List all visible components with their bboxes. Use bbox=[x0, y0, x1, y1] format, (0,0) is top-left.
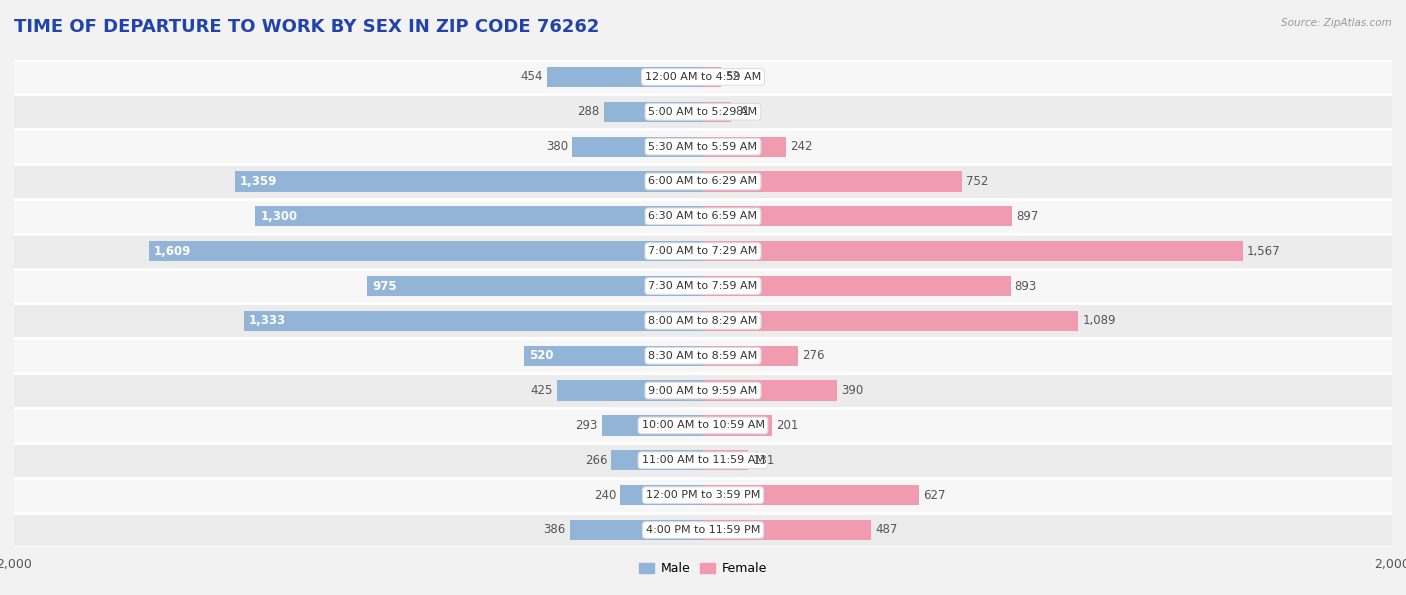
Bar bbox=[603, 102, 703, 122]
Bar bbox=[14, 443, 1392, 478]
Text: 1,300: 1,300 bbox=[260, 210, 298, 223]
Text: 893: 893 bbox=[1015, 280, 1038, 293]
Text: 425: 425 bbox=[530, 384, 553, 397]
Bar bbox=[703, 346, 799, 366]
Bar bbox=[703, 415, 772, 436]
Bar bbox=[14, 512, 1392, 547]
Text: Source: ZipAtlas.com: Source: ZipAtlas.com bbox=[1281, 18, 1392, 28]
Bar bbox=[703, 102, 731, 122]
Bar bbox=[235, 171, 703, 192]
Text: 5:00 AM to 5:29 AM: 5:00 AM to 5:29 AM bbox=[648, 107, 758, 117]
Bar bbox=[703, 67, 721, 87]
Text: 487: 487 bbox=[875, 524, 897, 537]
Bar bbox=[14, 60, 1392, 95]
Bar bbox=[14, 408, 1392, 443]
Bar bbox=[14, 268, 1392, 303]
Text: 131: 131 bbox=[752, 454, 775, 466]
Text: 454: 454 bbox=[520, 70, 543, 83]
Bar bbox=[703, 171, 962, 192]
Bar bbox=[14, 164, 1392, 199]
Text: 380: 380 bbox=[546, 140, 568, 153]
Bar bbox=[703, 311, 1078, 331]
Bar bbox=[703, 206, 1012, 227]
Text: 201: 201 bbox=[776, 419, 799, 432]
Bar bbox=[703, 485, 920, 505]
Text: 1,359: 1,359 bbox=[240, 175, 277, 188]
Bar bbox=[14, 303, 1392, 339]
Bar bbox=[14, 199, 1392, 234]
Text: 627: 627 bbox=[924, 488, 946, 502]
Bar bbox=[14, 373, 1392, 408]
Bar bbox=[703, 276, 1011, 296]
Bar bbox=[612, 450, 703, 471]
Text: 276: 276 bbox=[803, 349, 825, 362]
Text: 11:00 AM to 11:59 AM: 11:00 AM to 11:59 AM bbox=[641, 455, 765, 465]
Text: 293: 293 bbox=[575, 419, 598, 432]
Text: 288: 288 bbox=[578, 105, 599, 118]
Bar bbox=[14, 234, 1392, 268]
Bar bbox=[547, 67, 703, 87]
Text: 9:00 AM to 9:59 AM: 9:00 AM to 9:59 AM bbox=[648, 386, 758, 396]
Bar bbox=[703, 241, 1243, 261]
Bar bbox=[14, 95, 1392, 129]
Text: 1,609: 1,609 bbox=[153, 245, 191, 258]
Text: 8:00 AM to 8:29 AM: 8:00 AM to 8:29 AM bbox=[648, 316, 758, 326]
Text: 1,089: 1,089 bbox=[1083, 314, 1116, 327]
Bar bbox=[602, 415, 703, 436]
Bar bbox=[703, 520, 870, 540]
Text: 81: 81 bbox=[735, 105, 749, 118]
Text: 897: 897 bbox=[1017, 210, 1039, 223]
Bar bbox=[14, 129, 1392, 164]
Text: 1,567: 1,567 bbox=[1247, 245, 1281, 258]
Text: 4:00 PM to 11:59 PM: 4:00 PM to 11:59 PM bbox=[645, 525, 761, 535]
Text: 1,333: 1,333 bbox=[249, 314, 285, 327]
Bar bbox=[703, 380, 838, 400]
Bar bbox=[703, 450, 748, 471]
Text: 7:30 AM to 7:59 AM: 7:30 AM to 7:59 AM bbox=[648, 281, 758, 291]
Text: 390: 390 bbox=[841, 384, 863, 397]
Bar bbox=[569, 520, 703, 540]
Bar bbox=[367, 276, 703, 296]
Text: 752: 752 bbox=[966, 175, 988, 188]
Text: 12:00 PM to 3:59 PM: 12:00 PM to 3:59 PM bbox=[645, 490, 761, 500]
Legend: Male, Female: Male, Female bbox=[634, 557, 772, 580]
Text: 6:30 AM to 6:59 AM: 6:30 AM to 6:59 AM bbox=[648, 211, 758, 221]
Bar bbox=[557, 380, 703, 400]
Text: 8:30 AM to 8:59 AM: 8:30 AM to 8:59 AM bbox=[648, 350, 758, 361]
Text: 266: 266 bbox=[585, 454, 607, 466]
Text: 242: 242 bbox=[790, 140, 813, 153]
Bar bbox=[703, 136, 786, 156]
Bar bbox=[254, 206, 703, 227]
Bar bbox=[572, 136, 703, 156]
Text: 52: 52 bbox=[725, 70, 740, 83]
Bar bbox=[14, 478, 1392, 512]
Text: 12:00 AM to 4:59 AM: 12:00 AM to 4:59 AM bbox=[645, 72, 761, 82]
Bar bbox=[149, 241, 703, 261]
Text: 975: 975 bbox=[373, 280, 396, 293]
Text: 7:00 AM to 7:29 AM: 7:00 AM to 7:29 AM bbox=[648, 246, 758, 256]
Bar bbox=[620, 485, 703, 505]
Text: 10:00 AM to 10:59 AM: 10:00 AM to 10:59 AM bbox=[641, 421, 765, 430]
Text: 520: 520 bbox=[529, 349, 554, 362]
Text: 5:30 AM to 5:59 AM: 5:30 AM to 5:59 AM bbox=[648, 142, 758, 152]
Text: 240: 240 bbox=[593, 488, 616, 502]
Bar bbox=[14, 339, 1392, 373]
Bar bbox=[524, 346, 703, 366]
Text: TIME OF DEPARTURE TO WORK BY SEX IN ZIP CODE 76262: TIME OF DEPARTURE TO WORK BY SEX IN ZIP … bbox=[14, 18, 599, 36]
Bar bbox=[243, 311, 703, 331]
Text: 6:00 AM to 6:29 AM: 6:00 AM to 6:29 AM bbox=[648, 177, 758, 186]
Text: 386: 386 bbox=[544, 524, 565, 537]
